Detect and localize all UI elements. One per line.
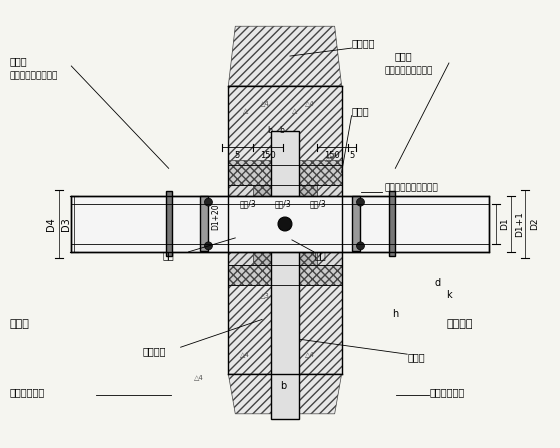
Circle shape [278,217,292,231]
Text: △: △ [292,108,297,114]
Bar [253,238,317,265]
Bar [228,86,342,172]
Text: 油麻: 油麻 [163,250,175,260]
Text: 密闭层: 密闭层 [352,106,369,116]
Circle shape [357,198,365,206]
Text: 5: 5 [235,151,240,160]
Text: b: b [268,126,273,135]
Text: b: b [280,381,286,391]
Text: 人防侧: 人防侧 [10,319,30,329]
Text: 墙厚/3: 墙厚/3 [274,200,291,209]
Text: k: k [446,289,451,300]
Text: 战时截断管道: 战时截断管道 [10,387,45,397]
Bar [389,191,395,256]
Text: 150: 150 [260,151,276,160]
Text: △4: △4 [305,100,315,106]
Text: d: d [434,278,440,288]
Circle shape [204,242,212,250]
Circle shape [357,242,365,250]
Text: 人防侧墙: 人防侧墙 [352,38,375,48]
Text: △4: △4 [260,100,270,106]
Text: D1: D1 [500,218,509,230]
Text: 墙厚/3: 墙厚/3 [309,200,326,209]
Polygon shape [228,26,342,86]
Text: D3: D3 [62,217,71,231]
Bar [317,185,342,265]
Bar [166,191,172,256]
Text: △3: △3 [326,152,337,159]
Text: b: b [279,126,284,135]
Text: 战时用法兰盲盘封堵: 战时用法兰盲盘封堵 [384,66,433,75]
Circle shape [204,198,212,206]
Text: D4: D4 [46,217,57,231]
Text: 战时截断管道: 战时截断管道 [429,387,464,397]
Bar [253,185,317,210]
Text: 战时用法兰盲盘封堵: 战时用法兰盲盘封堵 [10,71,58,81]
Polygon shape [228,374,342,414]
Text: 150: 150 [324,151,339,160]
Text: △3: △3 [260,292,270,297]
Text: △4: △4 [240,351,250,357]
Text: D2: D2 [530,218,539,230]
Text: △3: △3 [325,155,335,161]
Text: 钢套管: 钢套管 [407,352,425,362]
Text: △: △ [242,108,248,114]
Text: h: h [393,310,399,319]
Bar [352,196,360,251]
Text: 石棉水泥: 石棉水泥 [143,346,166,356]
Text: D1+20: D1+20 [211,204,220,230]
Text: 战时用法兰套管盲端堵: 战时用法兰套管盲端堵 [384,184,438,193]
Bar [228,265,342,284]
Bar [200,196,208,251]
Text: 法兰盘: 法兰盘 [10,56,27,66]
Bar [228,284,342,374]
Text: D1+1: D1+1 [515,211,524,237]
Text: △4: △4 [305,351,315,357]
Text: 挡圈: 挡圈 [315,250,326,260]
Text: 5: 5 [349,151,354,160]
Bar [228,160,342,185]
Bar [271,130,299,419]
Bar [228,185,253,265]
Text: 墙厚/3: 墙厚/3 [240,200,256,209]
Text: △4: △4 [194,374,203,380]
Text: 非人防侧: 非人防侧 [447,319,473,329]
Text: 法兰盘: 法兰盘 [394,51,412,61]
Bar [71,196,489,252]
